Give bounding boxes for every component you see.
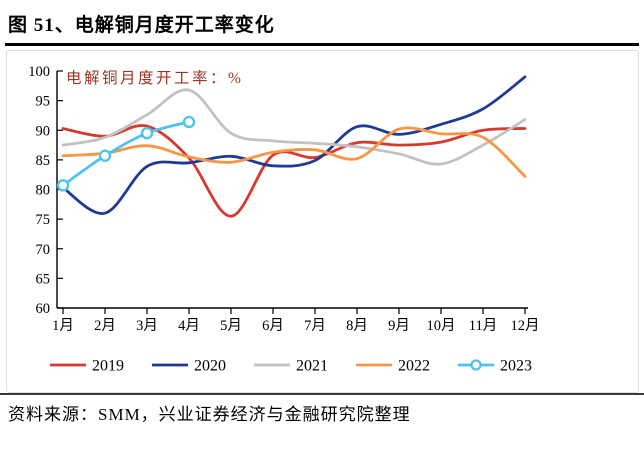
y-axis-label: 95 [36, 94, 51, 110]
chart-unit-label: 电解铜月度开工率：% [66, 69, 243, 87]
series-marker-2023 [140, 127, 154, 140]
x-axis-label: 1月 [52, 318, 74, 334]
y-axis-label: 85 [36, 153, 51, 169]
y-axis-label: 100 [28, 64, 50, 80]
series-marker-2023 [182, 115, 196, 129]
legend-label-2022: 2022 [398, 358, 430, 375]
legend-marker-2023 [470, 359, 482, 371]
x-axis-label: 11月 [469, 318, 497, 334]
x-axis-label: 10月 [427, 318, 456, 334]
series-marker-2023 [98, 149, 112, 162]
x-axis-label: 4月 [178, 318, 200, 334]
y-axis-label: 60 [36, 301, 51, 317]
y-axis-label: 70 [36, 242, 51, 258]
x-axis-label: 6月 [262, 318, 284, 334]
source-note: 资料来源：SMM，兴业证券经济与金融研究院整理 [8, 405, 411, 424]
figure-title: 图 51、电解铜月度开工率变化 [8, 15, 275, 36]
legend-label-2019: 2019 [92, 358, 124, 375]
y-axis-label: 75 [36, 212, 51, 228]
y-axis-label: 65 [36, 271, 51, 287]
x-axis-label: 5月 [220, 318, 242, 334]
title-underline [5, 43, 639, 46]
line-chart: 60 65 70 75 80 85 90 95 100 1月 2月 3月 4月 5月 6月 7月 8月 9月 10月… [28, 64, 540, 375]
chart-container [6, 50, 639, 393]
legend-label-2021: 2021 [296, 358, 328, 375]
x-axis-label: 12月 [511, 318, 540, 334]
legend-label-2023: 2023 [500, 358, 532, 375]
series-line-2021 [61, 88, 527, 166]
x-axis-label: 8月 [346, 318, 368, 334]
series-line-2023 [61, 120, 191, 187]
x-axis-label: 3月 [136, 318, 158, 334]
series-line-2022 [61, 126, 527, 178]
x-axis-label: 2月 [94, 318, 116, 334]
x-axis-label: 9月 [388, 318, 410, 334]
y-axis-label: 90 [36, 123, 51, 139]
series-marker-2023 [56, 179, 70, 192]
series-line-2020 [61, 75, 527, 215]
legend-label-2020: 2020 [194, 358, 226, 375]
y-axis-label: 80 [36, 183, 51, 199]
x-axis-label: 7月 [304, 318, 326, 334]
footer-divider [0, 393, 644, 395]
